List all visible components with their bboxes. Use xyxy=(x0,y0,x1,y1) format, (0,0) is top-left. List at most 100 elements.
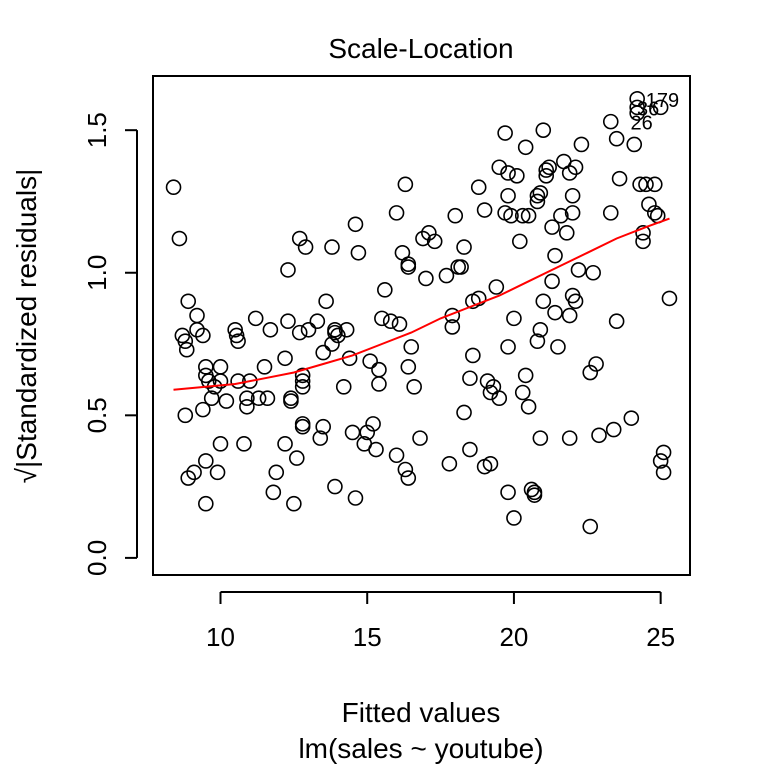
data-point xyxy=(503,207,519,224)
point-annotation: 26 xyxy=(631,113,653,135)
data-point xyxy=(297,239,314,255)
data-point xyxy=(514,207,531,224)
data-point xyxy=(541,159,557,176)
data-point xyxy=(178,341,195,358)
data-point xyxy=(561,165,578,181)
data-point xyxy=(629,91,645,107)
data-point xyxy=(567,159,584,176)
x-tick-label: 25 xyxy=(646,622,675,652)
data-point xyxy=(567,293,584,310)
data-point xyxy=(646,205,663,221)
data-point xyxy=(535,293,552,310)
data-point xyxy=(318,293,334,310)
data-point xyxy=(265,484,282,501)
data-point xyxy=(479,373,496,389)
chart-title: Scale-Location xyxy=(328,33,513,64)
data-point xyxy=(608,130,625,147)
data-point xyxy=(200,373,217,389)
data-point xyxy=(327,478,343,495)
data-point xyxy=(526,487,543,503)
y-tick-label: 1.5 xyxy=(82,112,112,148)
data-point xyxy=(456,239,472,255)
data-point xyxy=(529,193,546,210)
data-point xyxy=(198,495,214,512)
data-point xyxy=(605,421,622,438)
data-point xyxy=(652,99,669,116)
data-point xyxy=(512,233,528,250)
data-point xyxy=(564,187,581,204)
data-point xyxy=(491,159,508,176)
x-axis: 10 15 20 25 xyxy=(206,591,675,652)
data-point xyxy=(441,455,458,472)
data-point xyxy=(412,430,428,446)
data-point xyxy=(447,207,464,224)
data-point xyxy=(283,390,299,407)
plot-frame xyxy=(152,75,691,576)
data-point xyxy=(582,364,599,381)
data-point xyxy=(212,436,229,452)
data-point xyxy=(180,293,197,310)
data-point xyxy=(171,230,188,247)
data-point xyxy=(242,373,258,389)
data-point xyxy=(561,430,578,446)
data-point xyxy=(344,424,361,441)
data-point xyxy=(470,179,487,196)
data-point xyxy=(500,484,516,501)
data-point xyxy=(532,321,549,338)
data-point xyxy=(189,321,205,338)
data-point xyxy=(506,310,522,327)
data-point xyxy=(661,290,678,307)
data-point xyxy=(371,376,387,392)
data-point xyxy=(362,353,378,369)
data-point xyxy=(218,393,235,409)
data-point xyxy=(277,350,293,367)
data-point xyxy=(397,176,414,193)
data-point xyxy=(415,230,431,247)
data-point xyxy=(315,344,331,361)
data-point xyxy=(476,202,493,218)
data-point xyxy=(400,470,417,486)
data-point xyxy=(635,225,651,241)
data-point xyxy=(268,464,285,481)
data-point xyxy=(228,327,245,344)
y-tick-label: 0.5 xyxy=(82,397,112,433)
data-point xyxy=(535,122,552,138)
data-point xyxy=(573,136,590,153)
data-point xyxy=(165,179,182,196)
data-point xyxy=(626,136,643,153)
data-point xyxy=(388,205,405,221)
data-point xyxy=(288,450,305,466)
data-point xyxy=(312,430,329,446)
data-point xyxy=(227,321,243,338)
data-point xyxy=(277,436,293,452)
data-point xyxy=(517,139,534,156)
chart-subtitle: lm(sales ~ youtube) xyxy=(298,733,543,764)
data-point xyxy=(462,370,478,387)
x-axis-label: Fitted values xyxy=(342,697,501,728)
data-point xyxy=(532,185,549,201)
data-point xyxy=(517,367,534,384)
data-point xyxy=(588,356,604,372)
data-point xyxy=(309,313,326,330)
x-tick-label: 15 xyxy=(353,622,382,652)
data-point xyxy=(497,125,513,141)
data-point xyxy=(506,510,522,526)
data-point xyxy=(177,407,194,424)
data-point xyxy=(438,267,455,284)
data-point xyxy=(547,304,563,321)
data-point xyxy=(374,310,390,327)
data-point xyxy=(403,339,420,355)
data-point xyxy=(529,187,546,204)
data-point xyxy=(500,339,516,355)
data-point xyxy=(368,441,384,458)
data-point xyxy=(547,247,563,264)
data-point xyxy=(646,176,663,193)
data-point xyxy=(338,321,355,338)
data-point xyxy=(444,319,461,335)
data-point xyxy=(561,307,578,324)
data-point xyxy=(291,324,308,341)
y-tick-label: 1.0 xyxy=(82,255,112,291)
data-point xyxy=(294,418,311,435)
data-point xyxy=(195,327,211,344)
